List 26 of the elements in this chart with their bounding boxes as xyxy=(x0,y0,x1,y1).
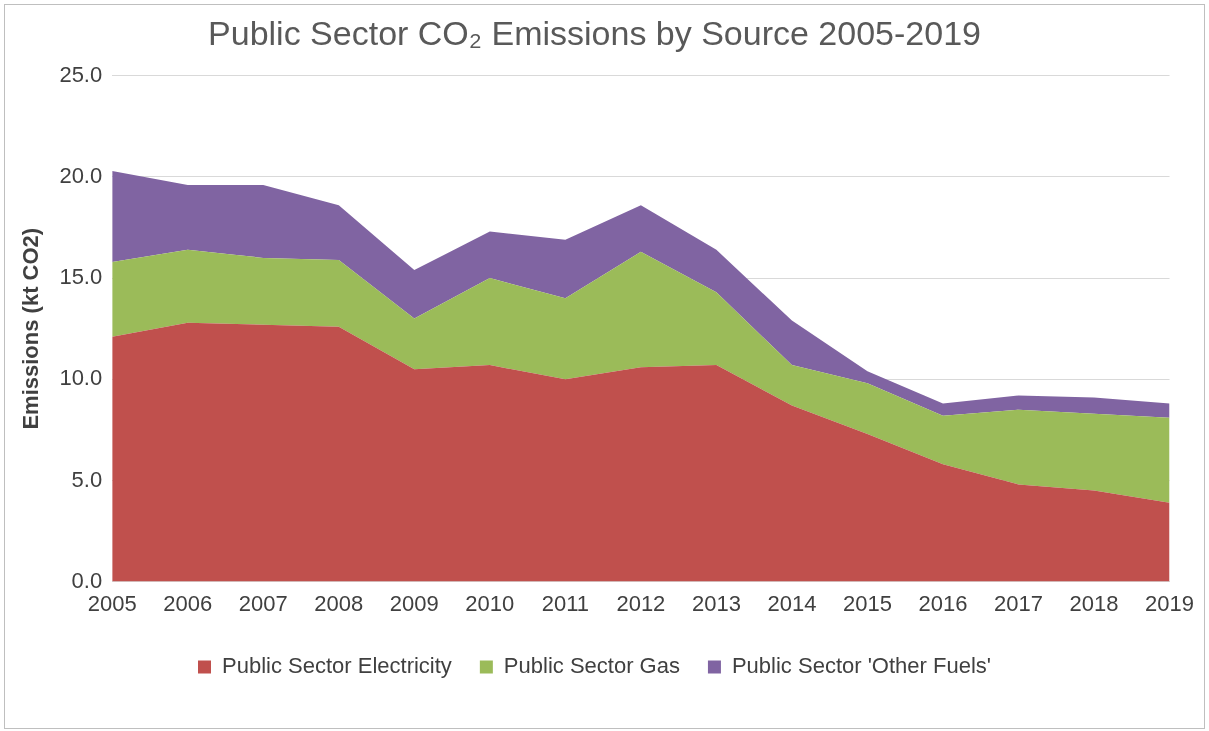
y-tick-label: 5.0 xyxy=(71,466,103,492)
legend-label: Public Sector 'Other Fuels' xyxy=(731,653,991,679)
x-tick-label: 2011 xyxy=(541,590,590,616)
x-tick-label: 2007 xyxy=(238,590,288,616)
x-tick-label: 2013 xyxy=(691,590,741,616)
y-tick-label: 20.0 xyxy=(59,163,103,189)
x-tick-label: 2019 xyxy=(1145,590,1195,616)
x-tick-label: 2017 xyxy=(994,590,1043,616)
x-tick-label: 2008 xyxy=(314,590,364,616)
legend-label: Public Sector Electricity xyxy=(222,653,452,679)
y-tick-label: 10.0 xyxy=(59,365,103,391)
y-tick-label: 15.0 xyxy=(59,264,103,290)
x-tick-label: 2009 xyxy=(389,590,439,616)
y-tick-label: 0.0 xyxy=(71,567,103,593)
x-tick-label: 2012 xyxy=(616,590,666,616)
chart-title: Public Sector CO₂ Emissions by Source 2005-2019 xyxy=(208,13,981,52)
x-tick-label: 2015 xyxy=(842,590,892,616)
y-tick-label: 25.0 xyxy=(59,61,103,87)
x-tick-label: 2010 xyxy=(465,590,515,616)
x-tick-label: 2018 xyxy=(1069,590,1119,616)
x-tick-label: 2005 xyxy=(87,590,137,616)
x-tick-label: 2014 xyxy=(767,590,817,616)
x-tick-label: 2006 xyxy=(163,590,213,616)
x-tick-label: 2016 xyxy=(918,590,968,616)
legend-label: Public Sector Gas xyxy=(503,653,680,679)
y-axis-title: Emissions (kt CO2) xyxy=(18,227,44,430)
